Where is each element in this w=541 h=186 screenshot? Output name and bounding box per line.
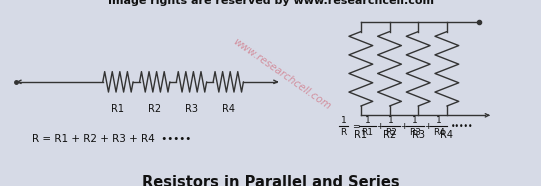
Text: R1: R1 (354, 130, 367, 140)
Text: R4: R4 (433, 128, 445, 137)
Text: 1: 1 (341, 116, 346, 125)
Text: R3: R3 (409, 128, 421, 137)
Text: R1: R1 (361, 128, 373, 137)
Text: R1: R1 (111, 104, 124, 114)
Text: www.researchcell.com: www.researchcell.com (230, 37, 332, 112)
Text: Resistors in Parallel and Series: Resistors in Parallel and Series (142, 175, 399, 186)
Text: +: + (424, 122, 431, 131)
Text: R: R (340, 128, 347, 137)
Text: 1: 1 (436, 116, 441, 125)
Text: +: + (376, 122, 384, 131)
Text: R = R1 + R2 + R3 + R4  •••••: R = R1 + R2 + R3 + R4 ••••• (32, 134, 192, 144)
Text: 1: 1 (365, 116, 370, 125)
Text: Image rights are reserved by www.researchcell.com: Image rights are reserved by www.researc… (108, 0, 433, 6)
Text: =: = (352, 122, 359, 131)
Text: R4: R4 (440, 130, 453, 140)
Text: 1: 1 (412, 116, 418, 125)
Text: R2: R2 (385, 128, 397, 137)
Text: R3: R3 (185, 104, 198, 114)
Text: R2: R2 (383, 130, 396, 140)
Text: R2: R2 (148, 104, 161, 114)
Text: R4: R4 (222, 104, 235, 114)
Text: R3: R3 (412, 130, 425, 140)
Text: 1: 1 (388, 116, 394, 125)
Text: +: + (400, 122, 407, 131)
Text: •••••: ••••• (451, 122, 473, 131)
